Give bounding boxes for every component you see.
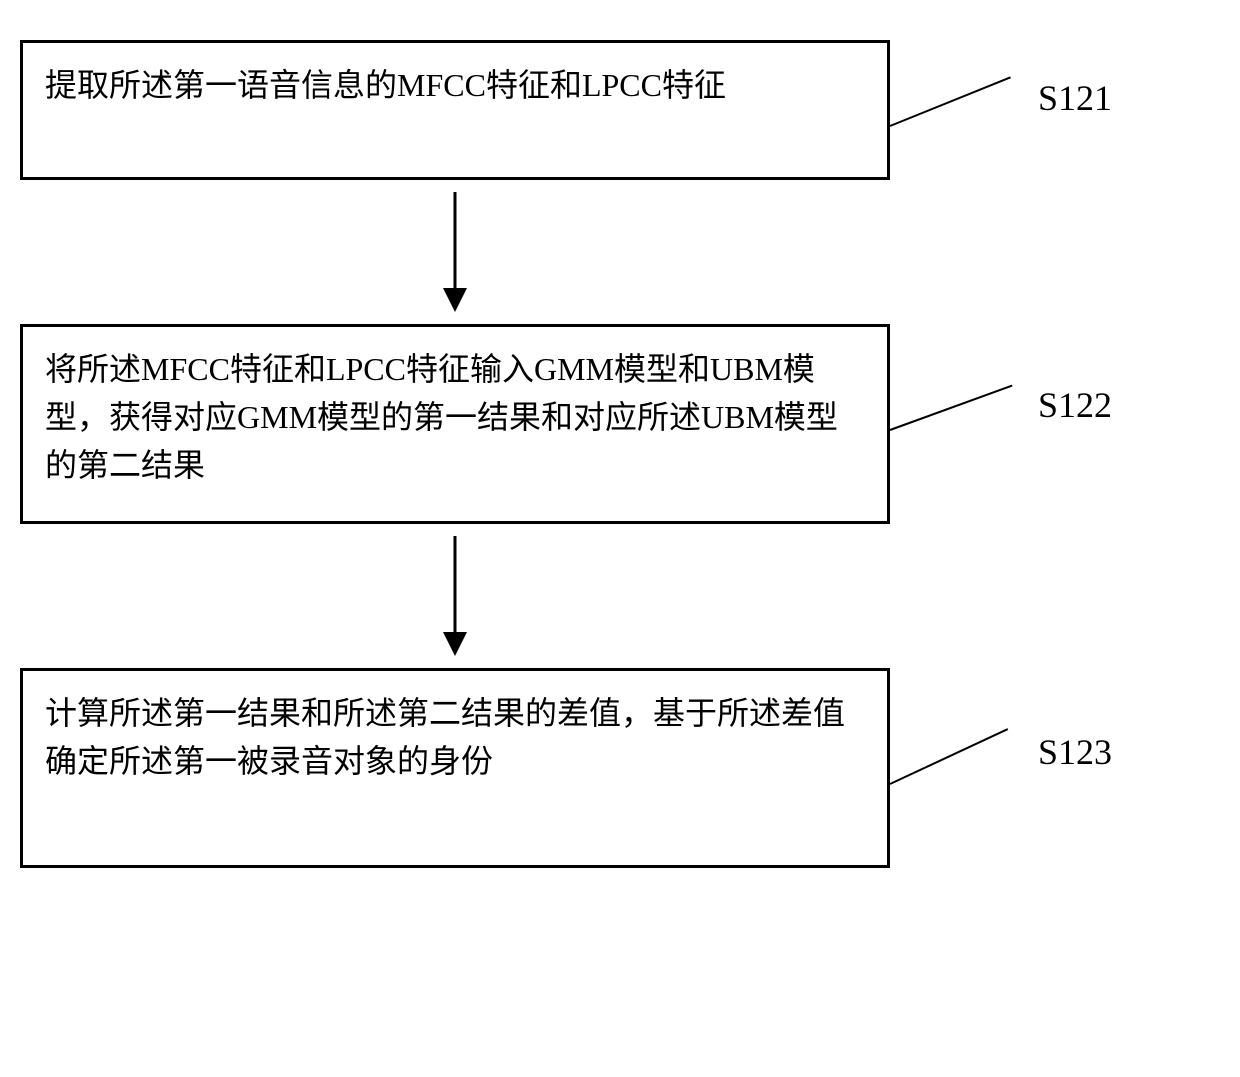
connector-line [890,385,1013,431]
flow-box-s123: 计算所述第一结果和所述第二结果的差值，基于所述差值确定所述第一被录音对象的身份 [20,668,890,868]
flow-row-3: 计算所述第一结果和所述第二结果的差值，基于所述差值确定所述第一被录音对象的身份 … [20,668,1220,868]
arrow-down-icon [435,536,475,656]
arrow-container-2 [20,524,890,668]
arrow-down-icon [435,192,475,312]
connector-line [890,76,1011,127]
step-label-s121: S121 [1038,77,1112,119]
connector-line [890,728,1009,785]
flow-row-1: 提取所述第一语音信息的MFCC特征和LPCC特征 S121 [20,40,1220,180]
label-group-s123: S123 [890,668,1112,785]
flowchart-container: 提取所述第一语音信息的MFCC特征和LPCC特征 S121 将所述MFCC特征和… [20,40,1220,868]
flow-box-text: 将所述MFCC特征和LPCC特征输入GMM模型和UBM模型，获得对应GMM模型的… [45,345,865,489]
step-label-s123: S123 [1038,731,1112,773]
flow-box-s121: 提取所述第一语音信息的MFCC特征和LPCC特征 [20,40,890,180]
step-label-s122: S122 [1038,384,1112,426]
flow-box-text: 提取所述第一语音信息的MFCC特征和LPCC特征 [45,61,726,109]
label-group-s122: S122 [890,324,1112,431]
label-group-s121: S121 [890,40,1112,127]
flow-box-text: 计算所述第一结果和所述第二结果的差值，基于所述差值确定所述第一被录音对象的身份 [45,689,865,785]
flow-box-s122: 将所述MFCC特征和LPCC特征输入GMM模型和UBM模型，获得对应GMM模型的… [20,324,890,524]
arrow-container-1 [20,180,890,324]
flow-row-2: 将所述MFCC特征和LPCC特征输入GMM模型和UBM模型，获得对应GMM模型的… [20,324,1220,524]
